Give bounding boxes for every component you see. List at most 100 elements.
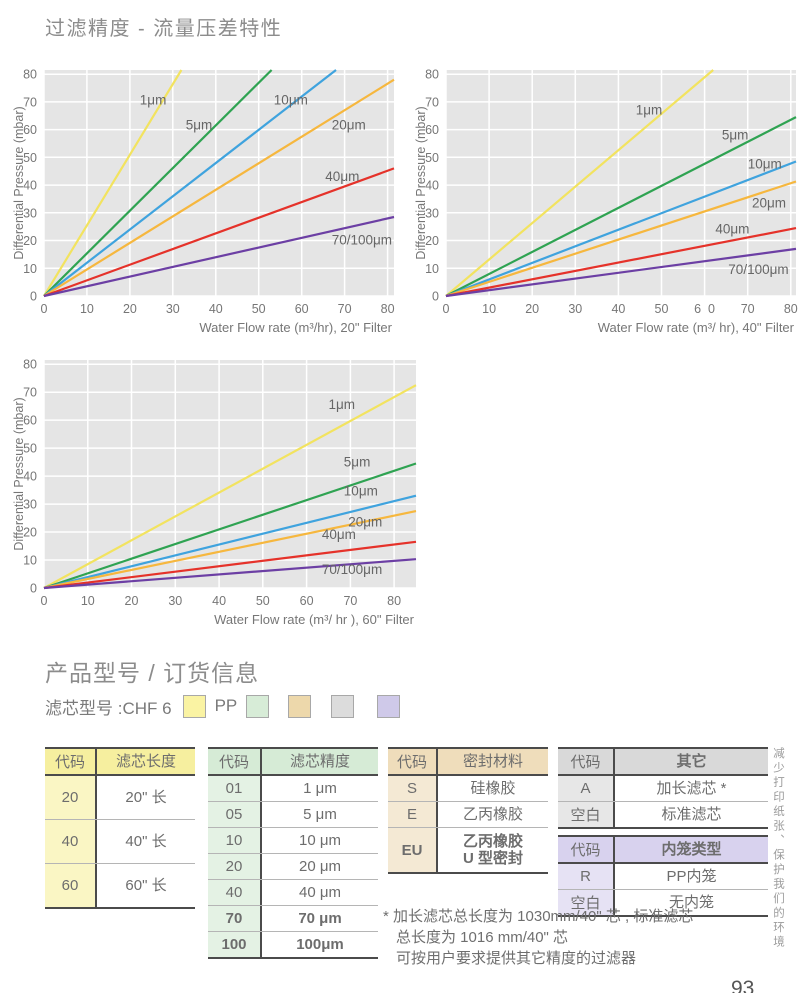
- x-tick-label: 40: [209, 302, 223, 316]
- series-label-5μm: 5μm: [344, 454, 371, 469]
- table-other: 代码 其它 A 加长滤芯 * 空白 标准滤芯: [558, 747, 768, 829]
- y-tick-label: 10: [23, 262, 37, 276]
- header-value: 内笼类型: [615, 837, 768, 862]
- value-cell: 乙丙橡胶 U 型密封: [438, 828, 548, 872]
- value-cell: 70 μm: [262, 906, 378, 931]
- y-tick-label: 70: [425, 95, 439, 109]
- series-line-5μm: [43, 69, 273, 297]
- x-tick-label: 10: [81, 594, 95, 608]
- code-cell: 20: [208, 854, 262, 879]
- code-cell: 40: [45, 820, 97, 863]
- code-cell: 60: [45, 864, 97, 907]
- table-row: 10 10 μm: [208, 827, 378, 853]
- series-label-40μm: 40μm: [322, 527, 356, 542]
- x-tick-label: 6 0: [694, 302, 715, 316]
- series-line-5μm: [445, 116, 797, 297]
- series-line-1μm: [43, 69, 183, 297]
- value-cell: 标准滤芯: [615, 802, 768, 827]
- y-tick-label: 50: [23, 151, 37, 165]
- y-tick-label: 30: [425, 206, 439, 220]
- x-tick-label: 30: [568, 302, 582, 316]
- series-line-70/100μm: [445, 247, 797, 298]
- code-cell: 05: [208, 802, 262, 827]
- x-tick-label: 70: [741, 302, 755, 316]
- series-line-10μm: [43, 69, 337, 297]
- series-line-20μm: [445, 180, 797, 298]
- series-label-10μm: 10μm: [344, 484, 378, 499]
- header-value: 滤芯长度: [97, 749, 195, 774]
- other-swatch: [331, 694, 355, 718]
- code-cell: 空白: [558, 890, 615, 915]
- x-tick-label: 30: [166, 302, 180, 316]
- value-cell: 加长滤芯 *: [615, 776, 768, 801]
- value-cell: 1 μm: [262, 776, 378, 801]
- table-row: 40 40" 长: [45, 819, 195, 863]
- x-tick-label: 20: [123, 302, 137, 316]
- value-cell: 乙丙橡胶: [438, 802, 548, 827]
- table-row: 05 5 μm: [208, 801, 378, 827]
- x-tick-label: 20: [525, 302, 539, 316]
- series-label-1μm: 1μm: [636, 102, 663, 117]
- value-cell: 硅橡胶: [438, 776, 548, 801]
- value-cell: 60" 长: [97, 864, 195, 907]
- y-tick-label: 70: [23, 95, 37, 109]
- code-cell: 空白: [558, 802, 615, 827]
- x-tick-label: 50: [252, 302, 266, 316]
- series-line-20μm: [43, 510, 417, 590]
- series-label-10μm: 10μm: [274, 93, 308, 108]
- series-line-70/100μm: [43, 558, 417, 590]
- series-line-1μm: [43, 384, 417, 589]
- x-tick-label: 50: [256, 594, 270, 608]
- table-row: 70 70 μm: [208, 905, 378, 931]
- x-tick-label: 0: [41, 302, 48, 316]
- x-tick-label: 70: [338, 302, 352, 316]
- x-tick-label: 20: [125, 594, 139, 608]
- x-tick-label: 70: [343, 594, 357, 608]
- y-axis-title: Differential Pressure (mbar): [12, 106, 26, 259]
- page-title: 过滤精度 - 流量压差特性: [45, 18, 283, 40]
- series-line-5μm: [43, 462, 417, 590]
- table-row: EU 乙丙橡胶 U 型密封: [388, 827, 548, 872]
- y-tick-label: 60: [23, 123, 37, 137]
- chart-60in-filter: 0 10 20 30 40 50 60 70 80 0 10 20 30 40 50 60 70 80 1μm 5μm…: [8, 352, 422, 632]
- value-cell: 40" 长: [97, 820, 195, 863]
- series-label-40μm: 40μm: [325, 169, 359, 184]
- y-tick-label: 40: [23, 179, 37, 193]
- code-cell: EU: [388, 828, 438, 872]
- series-label-20μm: 20μm: [348, 515, 382, 530]
- series-label-5μm: 5μm: [722, 127, 749, 142]
- x-tick-label: 10: [482, 302, 496, 316]
- y-tick-label: 30: [23, 498, 37, 512]
- table-row: 60 60" 长: [45, 863, 195, 907]
- x-tick-label: 50: [655, 302, 669, 316]
- seal-material-swatch: [288, 694, 312, 718]
- value-cell: 20" 长: [97, 776, 195, 819]
- x-tick-label: 30: [168, 594, 182, 608]
- header-code: 代码: [558, 837, 615, 862]
- table-header-row: 代码 滤芯精度: [208, 749, 378, 776]
- model-prefix-label: 滤芯型号 :CHF 6: [45, 698, 172, 718]
- series-label-1μm: 1μm: [140, 93, 167, 108]
- table-cage-type: 代码 内笼类型 R PP内笼 空白 无内笼: [558, 835, 768, 917]
- value-cell: PP内笼: [615, 864, 768, 889]
- x-axis-title: Water Flow rate (m³/hr), 20" Filter: [199, 320, 392, 335]
- y-tick-label: 60: [23, 414, 37, 428]
- code-cell: 10: [208, 828, 262, 853]
- code-cell: A: [558, 776, 615, 801]
- x-tick-label: 80: [387, 594, 401, 608]
- x-tick-label: 60: [300, 594, 314, 608]
- x-tick-label: 40: [212, 594, 226, 608]
- series-label-70/100μm: 70/100μm: [728, 262, 788, 277]
- series-label-20μm: 20μm: [332, 118, 366, 133]
- plot-area: [44, 360, 416, 588]
- filter-length-swatch: [182, 694, 206, 718]
- model-number-row: 滤芯型号 :CHF 6 PP: [45, 694, 401, 718]
- table-header-row: 代码 内笼类型: [558, 837, 768, 864]
- value-cell: 20 μm: [262, 854, 378, 879]
- footnote-line-3: 可按用户要求提供其它精度的过滤器: [396, 950, 637, 967]
- value-cell: 无内笼: [615, 890, 768, 915]
- series-label-70/100μm: 70/100μm: [322, 562, 382, 577]
- y-tick-label: 10: [425, 262, 439, 276]
- table-row: 100 100μm: [208, 931, 378, 957]
- code-cell: 100: [208, 932, 262, 957]
